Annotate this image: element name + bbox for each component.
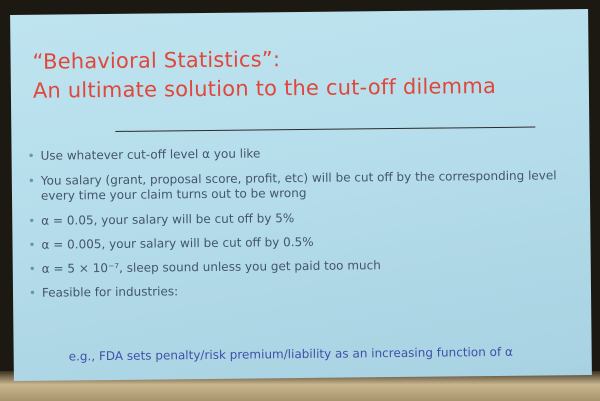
- bullet-item: You salary (grant, proposal score, profi…: [26, 168, 586, 204]
- bullet-item: α = 0.005, your salary will be cut off b…: [26, 232, 586, 253]
- projected-slide: “Behavioral Statistics”: An ultimate sol…: [10, 8, 592, 382]
- bullet-item: Use whatever cut-off level α you like: [26, 143, 586, 164]
- bullet-list: Use whatever cut-off level α you like Yo…: [26, 143, 588, 311]
- slide-title-line-2: An ultimate solution to the cut-off dile…: [32, 73, 497, 103]
- title-underline: [115, 126, 536, 132]
- bullet-item: α = 5 × 10⁻⁷, sleep sound unless you get…: [27, 256, 587, 277]
- bullet-item: Feasible for industries:: [27, 280, 587, 301]
- example-line: e.g., FDA sets penalty/risk premium/liab…: [68, 344, 513, 364]
- slide-title-line-1: “Behavioral Statistics”:: [32, 47, 281, 74]
- bullet-item: α = 0.05, your salary will be cut off by…: [26, 208, 586, 229]
